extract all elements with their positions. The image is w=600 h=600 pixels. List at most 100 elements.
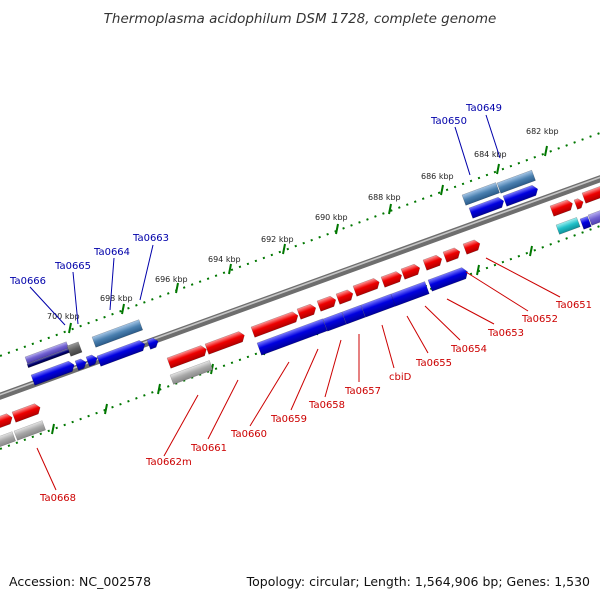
tick-label-692: 692 kbp	[261, 235, 294, 244]
tick-label-684: 684 kbp	[474, 150, 507, 159]
gene-ta0668-block-1[interactable]	[11, 402, 42, 423]
tick-label-682: 682 kbp	[526, 127, 559, 136]
gene-label-ta0668[interactable]: Ta0668	[39, 493, 76, 504]
gene-label-cbid[interactable]: cbiD	[389, 372, 412, 383]
genome-summary-text: Topology: circular; Length: 1,564,906 bp…	[246, 574, 590, 589]
leader-line-ta0654	[424, 305, 461, 341]
gene-ta0658-block[interactable]	[341, 304, 366, 325]
tick-label-694: 694 kbp	[208, 255, 241, 264]
gene-ta0657-block[interactable]	[360, 293, 396, 318]
gene-ta0650-steel-block[interactable]	[461, 182, 500, 206]
gene-ta0666-block[interactable]	[30, 360, 76, 386]
gene-label-ta0659[interactable]: Ta0659	[270, 414, 307, 425]
leader-line-ta0651	[485, 257, 561, 298]
gene-label-ta0653[interactable]: Ta0653	[487, 328, 524, 339]
gene-label-ta0665[interactable]: Ta0665	[54, 261, 91, 272]
gene-ta0661-block[interactable]	[204, 330, 246, 355]
gene-label-ta0655[interactable]: Ta0655	[415, 358, 452, 369]
gray-features	[0, 360, 214, 452]
forward-gene-labels: Ta0651 Ta0652 Ta0653 Ta0654 Ta0655 cbiD …	[36, 257, 592, 504]
leader-line-ta0663	[139, 244, 154, 301]
gene-ta0653-block[interactable]	[422, 254, 444, 271]
gene-label-ta0664[interactable]: Ta0664	[93, 247, 130, 258]
gene-ta0664-steel-block[interactable]	[91, 319, 143, 348]
leader-line-cbid	[381, 324, 395, 369]
gene-ta0652-block[interactable]	[442, 246, 462, 263]
gene-label-ta0658[interactable]: Ta0658	[308, 400, 345, 411]
forward-strand-genes	[0, 185, 600, 433]
leader-line-ta0664	[109, 257, 115, 311]
tick-label-696: 696 kbp	[155, 275, 188, 284]
leader-line-ta0653	[446, 298, 495, 325]
gene-ta0662m-block[interactable]	[166, 344, 208, 369]
gene-ta0660-block[interactable]	[256, 318, 328, 356]
gene-ta0663-block[interactable]	[146, 337, 160, 350]
gene-ta0659-block[interactable]	[322, 311, 347, 332]
gene-ta0649-steel-block[interactable]	[496, 169, 536, 194]
gene-ta0654-block[interactable]	[400, 263, 422, 280]
leader-line-ta0649	[485, 114, 501, 159]
gene-ta0660-fwd-block[interactable]	[250, 310, 300, 338]
gene-ta0650-block[interactable]	[468, 196, 506, 219]
reverse-strand-genes	[30, 184, 600, 386]
gene-ta0668-block-0[interactable]	[0, 412, 14, 433]
gene-label-ta0649[interactable]: Ta0649	[465, 103, 502, 114]
leader-line-ta0665	[72, 271, 79, 325]
leader-line-ta0660	[249, 361, 290, 427]
accession-text: Accession: NC_002578	[9, 574, 151, 589]
leader-line-ta0661	[207, 379, 239, 440]
gene-label-ta0660[interactable]: Ta0660	[230, 429, 267, 440]
leader-line-ta0658	[324, 339, 342, 398]
upper-major-ticks	[68, 145, 548, 334]
gene-ta0651-block[interactable]	[462, 238, 482, 255]
tick-label-688: 688 kbp	[368, 193, 401, 202]
gene-ta0662m-pseudo-block[interactable]	[169, 360, 214, 385]
gene-label-ta0654[interactable]: Ta0654	[450, 344, 487, 355]
gene-label-ta0652[interactable]: Ta0652	[521, 314, 558, 325]
gene-label-ta0651[interactable]: Ta0651	[555, 300, 592, 311]
gene-cbid-fwd-block[interactable]	[352, 277, 381, 297]
reverse-strand-upper-features	[24, 169, 536, 369]
leader-line-ta0650	[454, 126, 471, 176]
upper-scale-track	[0, 132, 600, 357]
gene-ta0649-block[interactable]	[502, 184, 540, 207]
gene-ta0655-fwd-block[interactable]	[380, 270, 404, 288]
leader-line-ta0668	[36, 447, 57, 491]
gene-label-ta0666[interactable]: Ta0666	[9, 276, 46, 287]
gene-label-ta0663[interactable]: Ta0663	[132, 233, 169, 244]
gene-ta0665-dark-block[interactable]	[66, 341, 83, 357]
gene-ta0664-block[interactable]	[96, 339, 147, 367]
gene-label-ta0661[interactable]: Ta0661	[190, 443, 227, 454]
tick-label-686: 686 kbp	[421, 172, 454, 181]
gene-label-ta0650[interactable]: Ta0650	[430, 116, 467, 127]
leader-line-ta0652	[465, 271, 529, 312]
gene-ta0668-pseudo-block-1[interactable]	[13, 420, 46, 441]
leader-line-ta0666	[29, 286, 66, 326]
genome-backbone	[0, 175, 600, 400]
gene-ta0658-fwd-block[interactable]	[316, 295, 338, 312]
gene-forward-small-edge[interactable]	[573, 197, 585, 210]
gene-small-reverse-block-2[interactable]	[85, 354, 99, 367]
reverse-gene-labels: Ta0649 Ta0650 Ta0663 Ta0664 Ta0665 Ta066…	[9, 103, 502, 326]
gene-label-ta0657[interactable]: Ta0657	[344, 386, 381, 397]
gene-forward-block-edge-2[interactable]	[581, 185, 600, 204]
gene-label-ta0662m[interactable]: Ta0662m	[145, 457, 192, 468]
leader-line-ta0662m	[163, 394, 199, 457]
gene-cbid-block[interactable]	[390, 281, 430, 307]
gene-ta0668-pseudo-block-0[interactable]	[0, 431, 16, 452]
tick-label-700: 700 kbp	[47, 312, 80, 321]
gene-ta0657-fwd-block[interactable]	[335, 288, 355, 305]
gene-reverse-block-edge[interactable]	[579, 215, 592, 230]
gene-lavender-block-edge[interactable]	[587, 209, 600, 226]
tick-label-698: 698 kbp	[100, 294, 133, 303]
gene-forward-block-edge[interactable]	[549, 198, 574, 217]
gene-ta0659-fwd-block[interactable]	[296, 303, 318, 320]
gene-rna-block[interactable]	[555, 217, 581, 235]
map-title: Thermoplasma acidophilum DSM 1728, compl…	[104, 11, 497, 27]
leader-line-ta0659	[290, 348, 319, 411]
gene-small-reverse-block-1[interactable]	[74, 358, 88, 371]
gene-ta0655-block[interactable]	[427, 266, 470, 292]
scale-tick-labels: 682 kbp 684 kbp 686 kbp 688 kbp 690 kbp …	[47, 127, 559, 321]
